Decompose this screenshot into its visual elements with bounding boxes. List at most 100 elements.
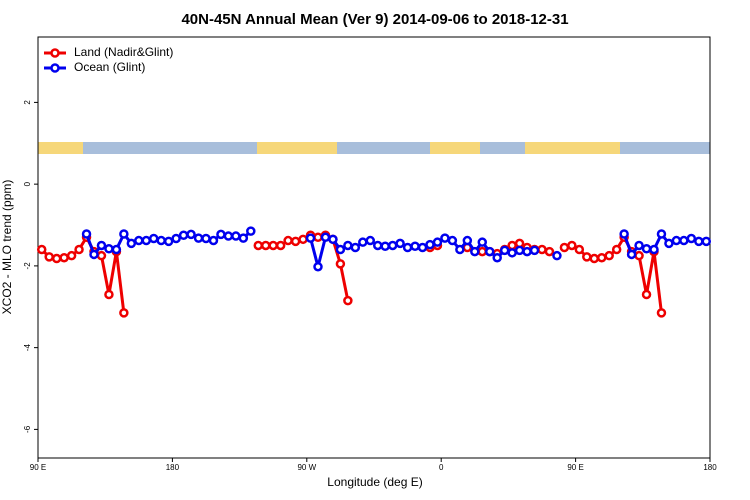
data-point: [574, 244, 585, 255]
data-point: [126, 238, 137, 249]
data-point: [582, 252, 592, 262]
data-point: [358, 237, 368, 247]
legend-label: Land (Nadir&Glint): [74, 45, 173, 59]
y-tick-label: -2: [23, 262, 32, 270]
data-point: [387, 240, 398, 251]
y-axis-label: XCO2 - MLO trend (ppm): [0, 180, 14, 315]
data-point: [514, 245, 525, 256]
data-point: [567, 240, 577, 251]
data-point: [268, 240, 278, 251]
data-point: [649, 244, 659, 255]
data-point: [66, 250, 77, 261]
x-tick-label: 180: [703, 463, 717, 472]
data-point: [223, 231, 234, 241]
data-point: [499, 245, 510, 256]
data-point: [372, 240, 383, 251]
data-point: [432, 237, 443, 247]
data-point: [634, 240, 644, 251]
strip-land: [525, 142, 620, 154]
strip-land: [257, 142, 337, 154]
data-point: [395, 238, 405, 249]
data-point: [641, 289, 652, 300]
y-tick-label: 2: [23, 100, 32, 105]
data-point: [343, 240, 353, 251]
data-point: [350, 242, 361, 253]
data-point: [537, 244, 547, 255]
data-point: [656, 308, 667, 318]
data-point: [529, 245, 540, 256]
data-point: [604, 250, 614, 261]
data-point: [171, 233, 181, 244]
data-point: [559, 242, 570, 253]
data-point: [694, 236, 704, 247]
x-tick-label: 90 W: [297, 463, 316, 472]
data-point: [231, 231, 241, 241]
data-point: [163, 236, 174, 247]
data-point: [335, 259, 346, 269]
legend-label: Ocean (Glint): [74, 60, 145, 74]
data-point: [193, 233, 204, 243]
x-tick-label: 0: [439, 463, 444, 472]
data-point: [275, 240, 286, 251]
data-point: [134, 235, 144, 246]
data-point: [544, 246, 555, 257]
data-point: [701, 236, 712, 247]
x-tick-label: 180: [166, 463, 180, 472]
data-point: [216, 229, 226, 240]
data-point: [74, 244, 84, 255]
y-tick-label: 0: [23, 181, 32, 186]
data-point: [440, 233, 450, 243]
data-point: [641, 243, 652, 254]
data-point: [44, 252, 54, 262]
data-point: [380, 241, 390, 252]
data-point: [81, 229, 92, 239]
data-point: [425, 239, 435, 250]
data-point: [626, 249, 637, 260]
data-point: [671, 235, 682, 246]
data-point: [96, 240, 107, 251]
data-point: [522, 246, 532, 257]
data-point: [589, 253, 600, 264]
data-point: [596, 252, 607, 263]
y-tick-label: -6: [23, 425, 32, 433]
data-point: [186, 229, 196, 240]
data-point: [89, 249, 99, 260]
data-point: [119, 229, 129, 239]
data-point: [462, 235, 473, 246]
data-point: [298, 234, 308, 245]
y-tick-label: -4: [23, 344, 32, 352]
data-point: [410, 241, 420, 252]
data-point: [365, 235, 376, 246]
chart-title: 40N-45N Annual Mean (Ver 9) 2014-09-06 t…: [181, 11, 568, 28]
strip-land: [38, 142, 83, 154]
data-point: [611, 244, 622, 255]
data-point: [455, 244, 465, 255]
data-point: [328, 234, 338, 245]
data-point: [59, 252, 69, 263]
data-point: [492, 252, 502, 263]
legend-marker: [50, 48, 60, 58]
data-point: [238, 233, 249, 243]
data-point: [634, 250, 644, 261]
data-point: [208, 235, 219, 246]
data-point: [619, 229, 629, 239]
data-point: [313, 232, 323, 243]
data-point: [343, 295, 353, 306]
data-point: [402, 242, 413, 253]
data-point: [104, 243, 114, 254]
x-axis-label: Longitude (deg E): [327, 475, 422, 489]
data-point: [507, 240, 517, 251]
data-point: [320, 232, 331, 243]
data-point: [477, 246, 488, 257]
data-point: [156, 235, 166, 246]
data-point: [686, 233, 697, 244]
surface-strip: [38, 142, 710, 154]
data-point: [201, 233, 211, 244]
data-point: [477, 237, 488, 247]
data-point: [447, 235, 458, 246]
data-point: [335, 244, 346, 255]
data-point: [290, 236, 301, 247]
data-point: [36, 244, 47, 255]
data-point: [507, 248, 517, 258]
